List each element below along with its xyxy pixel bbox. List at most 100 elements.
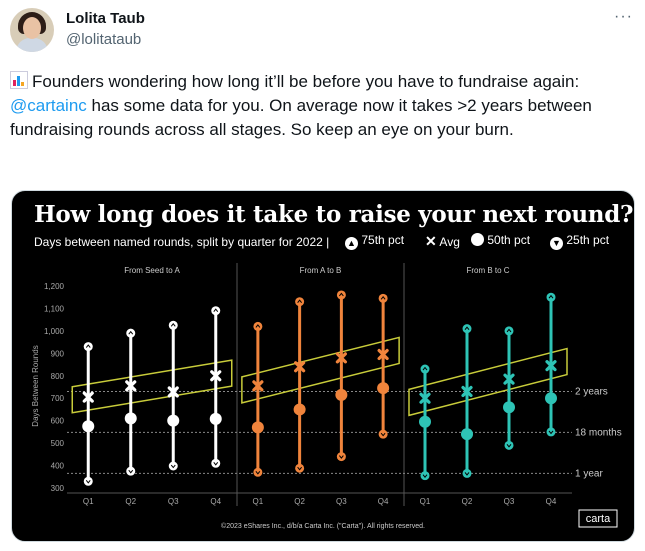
y-tick-label: 500 (51, 439, 65, 448)
avatar-face (23, 17, 41, 39)
author-name[interactable]: Lolita Taub (66, 10, 145, 27)
p75-arrow (297, 299, 303, 304)
avg-marker (461, 385, 473, 398)
p50-marker (167, 414, 180, 427)
p25-marker (420, 471, 430, 481)
x-tick-label: Q1 (420, 497, 431, 506)
p75-marker (168, 320, 178, 330)
p50-marker (251, 421, 264, 434)
down-circle-icon: ▼ (550, 237, 563, 250)
avg-marker (545, 360, 557, 372)
panel-title: From A to B (300, 266, 342, 275)
x-tick-label: Q1 (253, 497, 264, 506)
x-tick-label: Q2 (125, 497, 136, 506)
avg-marker (125, 380, 137, 392)
legend-75th: ▲ 75th pct (345, 233, 404, 250)
p25-marker (211, 458, 221, 468)
x-tick-label: Q3 (168, 497, 179, 506)
x-tick-label: Q4 (546, 497, 557, 506)
circle-icon (471, 233, 484, 246)
avg-marker (503, 373, 515, 385)
p75-marker (462, 324, 472, 334)
copyright-footer: ©2023 eShares Inc., d/b/a Carta Inc. ("C… (221, 522, 425, 530)
legend-label: 25th pct (566, 233, 610, 247)
p25-arrow (548, 430, 554, 435)
p50-marker (335, 388, 348, 401)
carta-logo: carta (586, 513, 611, 525)
p25-arrow (506, 444, 512, 448)
p75-arrow (213, 308, 219, 313)
trend-box (71, 359, 233, 414)
x-tick-label: Q3 (336, 497, 347, 506)
p75-marker (504, 326, 514, 336)
p25-arrow (255, 470, 261, 475)
p50-marker (209, 412, 222, 425)
trend-box (408, 347, 568, 417)
avg-marker (335, 352, 347, 364)
p25-marker (295, 463, 305, 473)
legend-label: 75th pct (361, 233, 405, 247)
p75-arrow (128, 330, 134, 335)
mention-link[interactable]: @cartainc (10, 96, 87, 115)
p75-arrow (506, 328, 512, 333)
y-tick-label: 1,000 (44, 327, 65, 336)
y-axis-label: Days Between Rounds (31, 345, 40, 426)
avg-marker (419, 392, 431, 404)
p75-marker (378, 293, 388, 303)
x-icon: ✕ (425, 233, 437, 249)
y-tick-label: 1,100 (44, 304, 65, 313)
y-tick-label: 700 (51, 394, 65, 403)
p25-arrow (85, 479, 91, 484)
p25-marker (504, 440, 514, 450)
chart-subtitle: Days between named rounds, split by quar… (34, 235, 330, 249)
x-tick-label: Q1 (83, 497, 94, 506)
y-tick-label: 400 (51, 462, 65, 471)
chart-image[interactable]: How long does it take to raise your next… (11, 190, 635, 542)
x-tick-label: Q2 (462, 497, 473, 506)
p25-marker (546, 427, 556, 437)
x-tick-label: Q2 (294, 497, 305, 506)
legend-label: 50th pct (487, 233, 531, 247)
p75-arrow (85, 344, 91, 348)
p75-arrow (255, 324, 261, 328)
reference-label: 2 years (575, 386, 608, 397)
x-tick-label: Q3 (504, 497, 515, 506)
avg-marker (294, 361, 306, 373)
avatar[interactable] (10, 8, 54, 52)
p50-marker (82, 420, 95, 433)
legend-avg: ✕ Avg (425, 233, 460, 250)
p50-marker (419, 415, 431, 428)
p75-arrow (170, 322, 176, 327)
avg-marker (82, 391, 94, 403)
more-horizontal-icon[interactable]: ··· (614, 8, 633, 25)
up-circle-icon: ▲ (345, 237, 358, 250)
y-tick-label: 300 (51, 484, 65, 493)
p75-marker (126, 328, 136, 338)
p25-arrow (128, 469, 134, 474)
y-tick-label: 600 (51, 417, 65, 426)
author-handle[interactable]: @lolitataub (66, 31, 142, 48)
p25-arrow (380, 432, 386, 437)
trend-box (241, 336, 400, 404)
p25-marker (168, 461, 178, 471)
p25-arrow (464, 472, 470, 476)
p75-arrow (338, 292, 344, 297)
p25-arrow (422, 474, 428, 478)
p75-arrow (380, 296, 386, 300)
avg-marker (210, 370, 222, 382)
p75-arrow (422, 366, 428, 371)
p75-marker (83, 342, 93, 352)
p75-arrow (548, 294, 554, 299)
reference-label: 18 months (575, 427, 622, 438)
avg-marker (377, 348, 389, 361)
y-tick-label: 800 (51, 372, 65, 381)
carta-logo-box (578, 509, 618, 528)
avatar-body (16, 38, 48, 52)
p50-marker (377, 382, 390, 395)
p75-arrow (464, 326, 470, 330)
tweet-header: Lolita Taub @lolitataub ··· (10, 8, 635, 58)
p25-marker (462, 468, 472, 478)
y-tick-label: 1,200 (44, 282, 65, 291)
panel-title: From Seed to A (124, 266, 180, 275)
p75-marker (253, 321, 263, 331)
